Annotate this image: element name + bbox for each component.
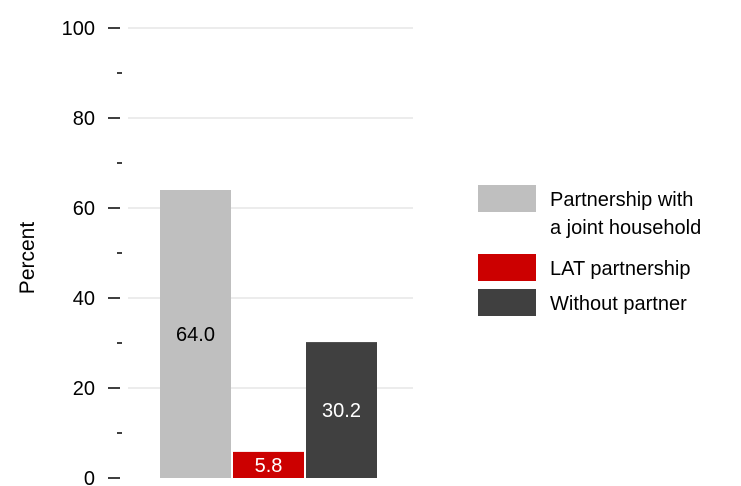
y-axis-title: Percent bbox=[16, 222, 39, 295]
y-tick-label: 0 bbox=[84, 468, 95, 486]
legend-swatch bbox=[478, 289, 536, 316]
legend-label: Partnership with bbox=[550, 189, 693, 211]
bar-value-label: 5.8 bbox=[255, 455, 283, 477]
legend-label: LAT partnership bbox=[550, 258, 690, 280]
y-tick-label: 40 bbox=[73, 288, 95, 310]
y-axis: 0 20 40 60 80 100 bbox=[62, 18, 122, 486]
legend-label: Without partner bbox=[550, 293, 687, 315]
y-tick-label: 60 bbox=[73, 198, 95, 220]
legend: Partnership with a joint household LAT par… bbox=[478, 185, 701, 316]
bars: 64.0 5.8 30.2 bbox=[160, 190, 377, 478]
bar-value-label: 30.2 bbox=[322, 400, 361, 422]
bar bbox=[306, 342, 377, 478]
y-tick-label: 80 bbox=[73, 108, 95, 130]
legend-swatch bbox=[478, 185, 536, 212]
bar bbox=[160, 190, 231, 478]
legend-swatch bbox=[478, 254, 536, 281]
bar bbox=[233, 451, 304, 478]
y-tick-label: 20 bbox=[73, 378, 95, 400]
legend-label: a joint household bbox=[550, 217, 701, 239]
bar-value-label: 64.0 bbox=[176, 324, 215, 346]
y-tick-label: 100 bbox=[62, 18, 95, 40]
